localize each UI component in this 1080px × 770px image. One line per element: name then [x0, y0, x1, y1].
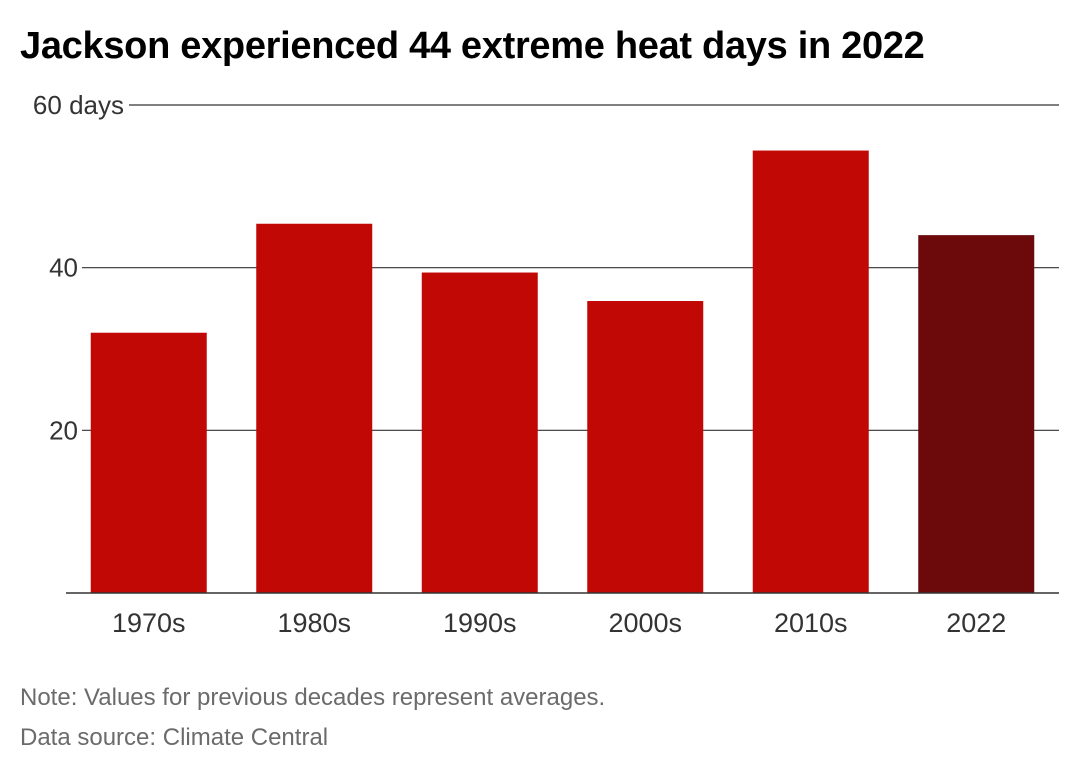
bar-1980s [256, 223, 373, 593]
y-tick-label-60: 60 days [33, 90, 124, 120]
data-source: Data source: Climate Central [20, 724, 329, 751]
chart-notes: Note: Values for previous decades repres… [20, 678, 605, 758]
x-tick-label-1990s: 1990s [443, 608, 517, 638]
x-tick-label-2022: 2022 [946, 608, 1006, 638]
bar-1990s [421, 272, 538, 593]
bar-2022 [918, 235, 1035, 593]
tick-labels: 20 40 60 days 1970s 1980s 1990s 2000s 2010s 2022 [33, 90, 1006, 638]
bar-2000s [587, 301, 704, 593]
x-tick-label-1980s: 1980s [277, 608, 351, 638]
chart-note: Note: Values for previous decades repres… [20, 684, 606, 711]
chart-title: Jackson experienced 44 extreme heat days… [20, 25, 925, 67]
gridlines [82, 104, 1059, 431]
x-tick-label-2000s: 2000s [608, 608, 682, 638]
x-tick-label-2010s: 2010s [774, 608, 848, 638]
y-tick-label-20: 20 [49, 415, 78, 445]
bar-2010s [752, 150, 869, 593]
y-tick-label-40: 40 [49, 253, 78, 283]
bar-1970s [90, 332, 207, 593]
x-tick-label-1970s: 1970s [112, 608, 186, 638]
bars [90, 150, 1035, 593]
